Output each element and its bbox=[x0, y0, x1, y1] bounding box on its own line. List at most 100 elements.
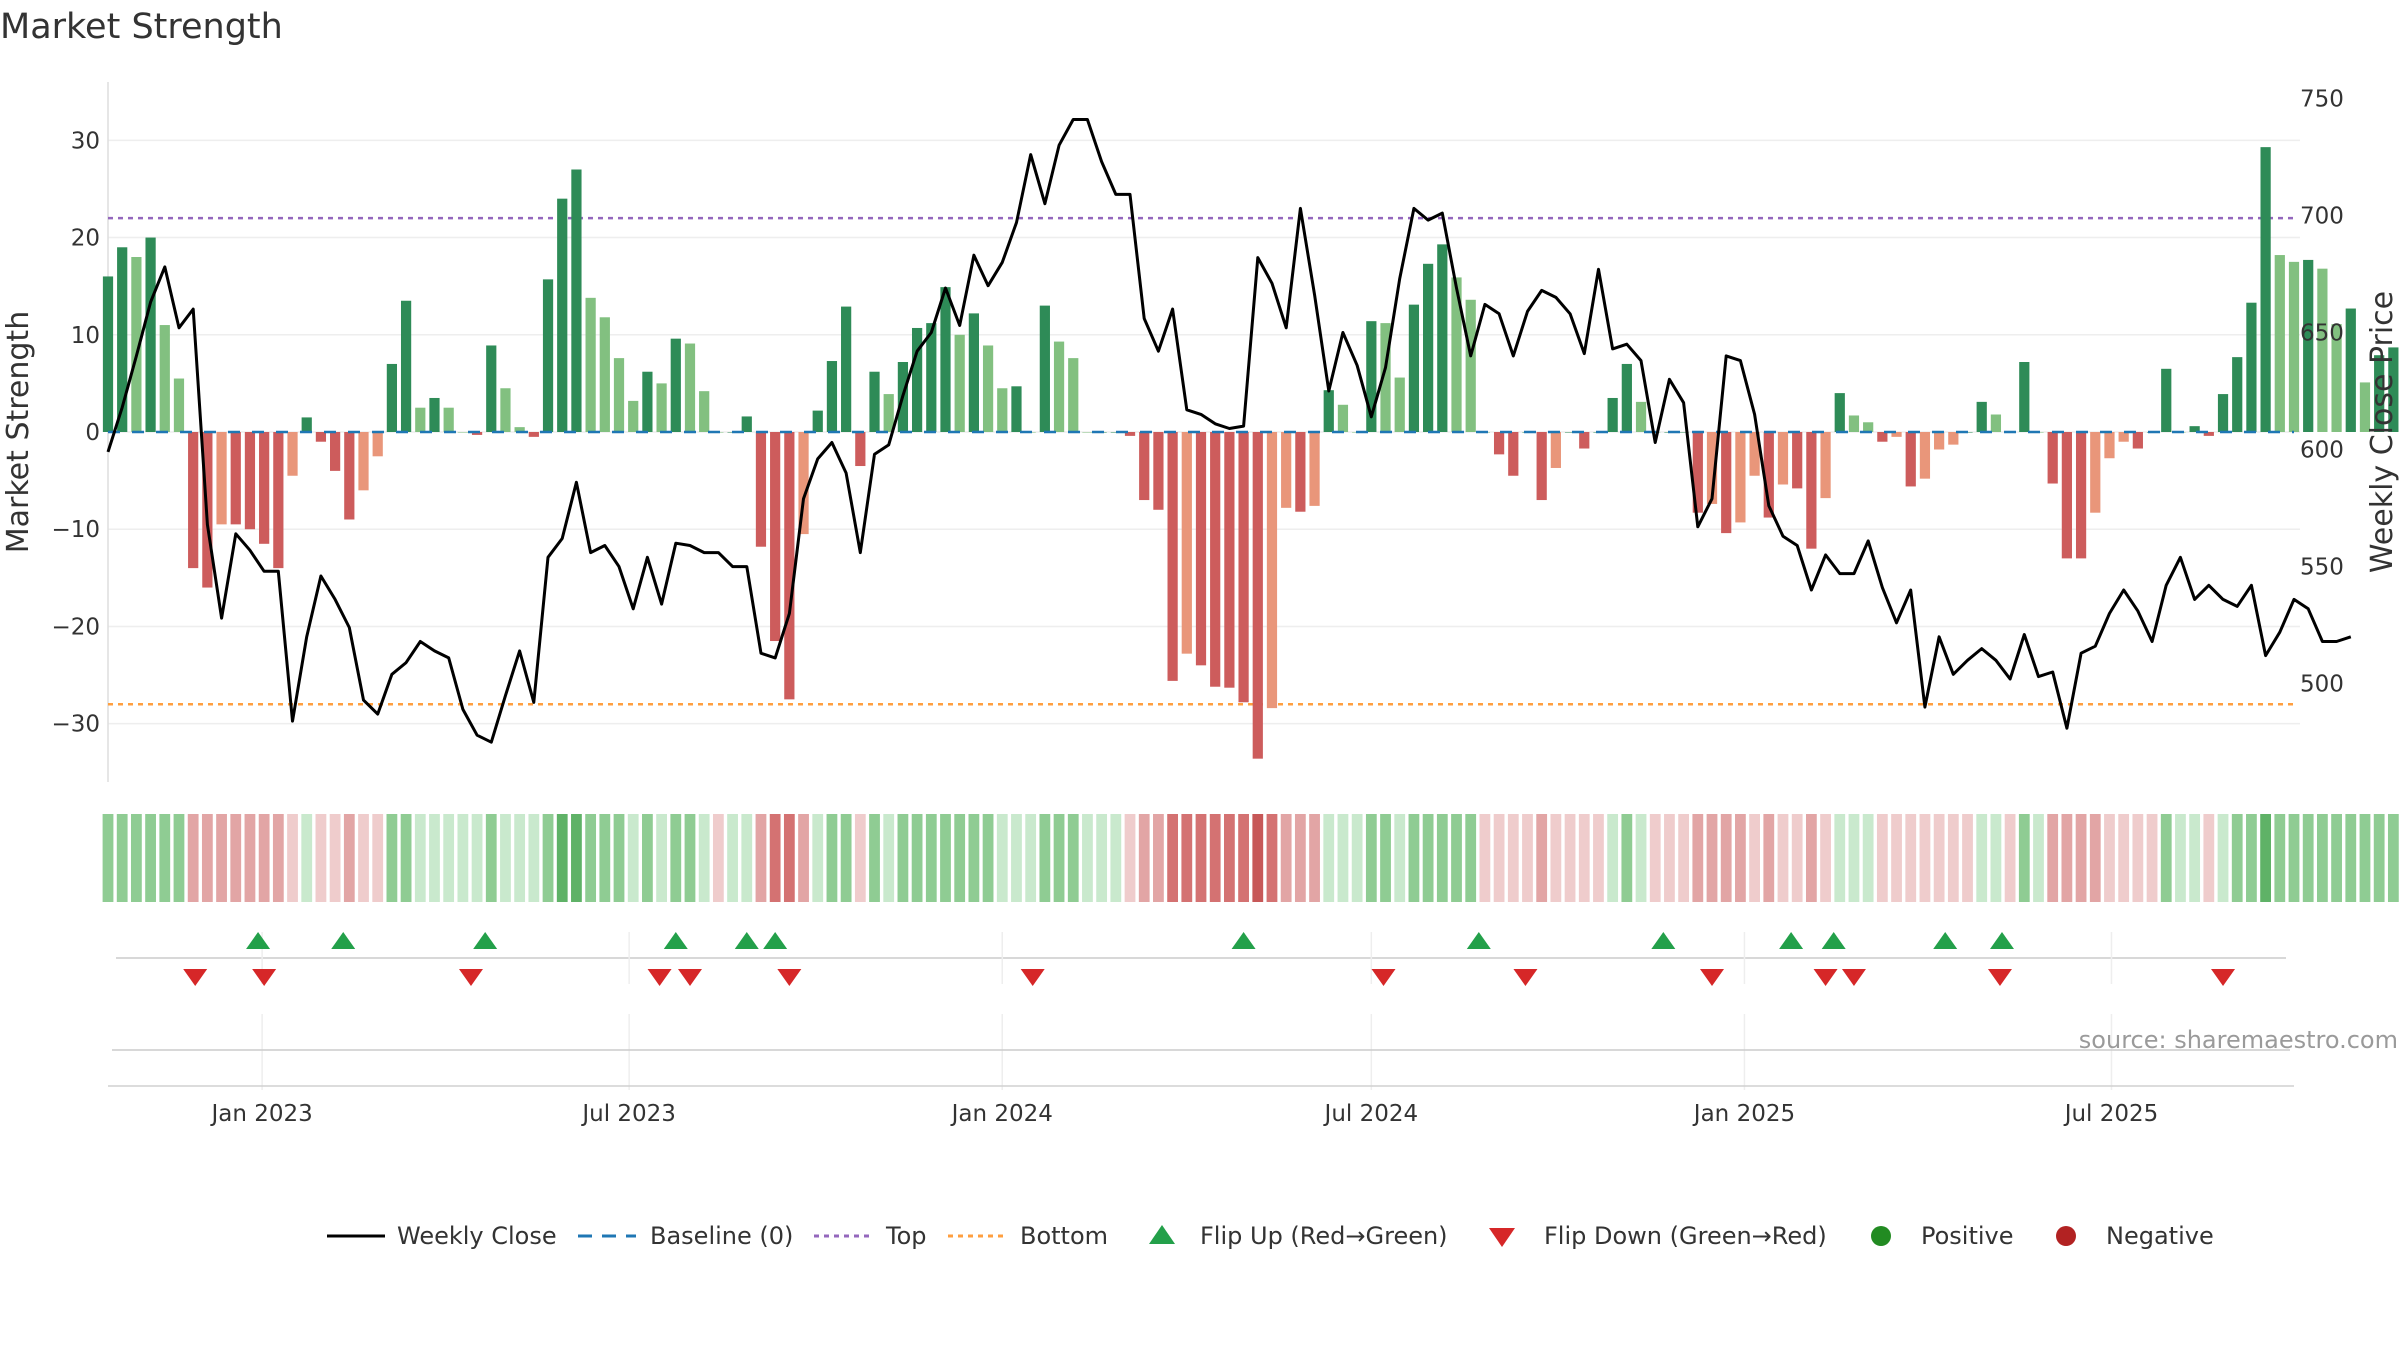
heat-cell bbox=[2387, 814, 2399, 902]
strength-bar bbox=[131, 257, 142, 432]
heat-cell bbox=[1252, 814, 1264, 902]
legend-label: Negative bbox=[2106, 1222, 2214, 1250]
strength-bar bbox=[670, 338, 681, 432]
legend-triangle-up-icon bbox=[1149, 1225, 1175, 1244]
heat-cell bbox=[429, 814, 440, 902]
x-tick-label: Jan 2024 bbox=[950, 1101, 1053, 1127]
heat-cell bbox=[769, 814, 781, 902]
strength-bar bbox=[1451, 277, 1462, 432]
heat-cell bbox=[1422, 814, 1434, 902]
strength-bar bbox=[1068, 358, 1079, 432]
flip-down-marker bbox=[677, 969, 702, 986]
legend-label: Weekly Close bbox=[397, 1222, 557, 1250]
heat-cell bbox=[854, 814, 866, 902]
y2-tick-label: 600 bbox=[2300, 438, 2344, 464]
strength-bar bbox=[1934, 432, 1945, 450]
heat-cell bbox=[1082, 814, 1093, 902]
heat-cell bbox=[1536, 814, 1548, 902]
strength-bar bbox=[1394, 377, 1405, 432]
strength-bar bbox=[1408, 304, 1420, 432]
strength-bar bbox=[926, 323, 937, 432]
legend-label: Baseline (0) bbox=[650, 1222, 793, 1250]
strength-bar bbox=[1564, 432, 1576, 433]
strength-bar bbox=[259, 432, 270, 544]
strength-bar bbox=[2359, 382, 2371, 432]
strength-bar bbox=[784, 432, 795, 700]
heat-cell bbox=[1337, 814, 1349, 902]
heat-cell bbox=[2033, 814, 2044, 902]
heat-cell bbox=[656, 814, 667, 902]
strength-bar bbox=[770, 432, 781, 642]
strength-bar bbox=[1011, 386, 1022, 432]
strength-bar bbox=[1721, 432, 1732, 534]
strength-bar bbox=[2388, 347, 2399, 432]
flip-up-marker bbox=[1651, 932, 1676, 949]
heat-cell bbox=[2189, 814, 2201, 902]
strength-bar bbox=[2331, 324, 2342, 432]
strength-bar bbox=[1110, 432, 1121, 433]
strength-bar bbox=[2075, 432, 2087, 559]
strength-bar bbox=[486, 345, 497, 432]
heat-cell bbox=[2373, 814, 2385, 902]
flip-up-marker bbox=[1933, 932, 1958, 949]
heat-cell bbox=[1720, 814, 1732, 902]
strength-bar bbox=[1891, 432, 1902, 437]
heat-cell bbox=[982, 814, 994, 902]
heat-cell bbox=[1550, 814, 1562, 902]
legend-label: Top bbox=[885, 1222, 927, 1250]
heat-cell bbox=[230, 814, 242, 902]
strength-bar bbox=[400, 300, 412, 432]
heat-cell bbox=[1053, 814, 1065, 902]
strength-bar bbox=[1919, 432, 1931, 479]
strength-bar bbox=[2260, 147, 2271, 432]
heat-cell bbox=[556, 814, 568, 902]
strength-bar bbox=[1210, 432, 1221, 687]
x-tick-label: Jul 2023 bbox=[580, 1101, 676, 1127]
heat-cell bbox=[1962, 814, 1973, 902]
y-tick-label: 20 bbox=[71, 226, 100, 252]
heat-cell bbox=[2231, 814, 2243, 902]
y2-tick-label: 700 bbox=[2300, 203, 2344, 229]
flip-up-marker bbox=[734, 932, 759, 949]
heat-cell bbox=[1805, 814, 1817, 902]
heat-cell bbox=[443, 814, 455, 902]
strength-bar bbox=[1039, 305, 1050, 432]
strength-bar bbox=[2303, 259, 2314, 432]
strength-bar bbox=[2104, 432, 2115, 459]
heat-cell bbox=[684, 814, 696, 902]
flip-up-marker bbox=[663, 932, 688, 949]
heat-cell bbox=[358, 814, 369, 902]
chart-title: Market Strength bbox=[0, 7, 283, 47]
heat-cell bbox=[1039, 814, 1051, 902]
heat-cell bbox=[741, 814, 753, 902]
strength-bar bbox=[2132, 432, 2143, 449]
heat-cell bbox=[2175, 814, 2186, 902]
strength-bar bbox=[599, 317, 610, 432]
heat-cell bbox=[187, 814, 199, 902]
heat-cell bbox=[954, 814, 966, 902]
heat-cell bbox=[1933, 814, 1945, 902]
flip-down-marker bbox=[1371, 969, 1396, 986]
strength-bar bbox=[883, 394, 894, 432]
strength-bar bbox=[869, 371, 880, 432]
strength-bar bbox=[1621, 363, 1632, 432]
strength-bar bbox=[1167, 432, 1178, 681]
heat-cell bbox=[130, 814, 142, 902]
heat-cell bbox=[1664, 814, 1675, 902]
heat-cell bbox=[2160, 814, 2172, 902]
heat-cell bbox=[755, 814, 767, 902]
heat-cell bbox=[1365, 814, 1377, 902]
strength-bar bbox=[415, 407, 426, 432]
y-tick-label: −30 bbox=[51, 712, 100, 738]
flip-up-marker bbox=[1989, 932, 2014, 949]
flip-up-marker bbox=[1821, 932, 1846, 949]
price-line-layer bbox=[106, 118, 2352, 744]
strength-bar bbox=[188, 432, 199, 569]
strength-bar bbox=[1238, 432, 1249, 703]
strength-bar bbox=[1948, 432, 1959, 445]
strength-bar bbox=[2047, 432, 2058, 484]
x-tick-label: Jan 2023 bbox=[209, 1101, 312, 1127]
flip-up-marker bbox=[763, 932, 788, 949]
strength-bar bbox=[372, 432, 383, 457]
heat-cell bbox=[1223, 814, 1235, 902]
